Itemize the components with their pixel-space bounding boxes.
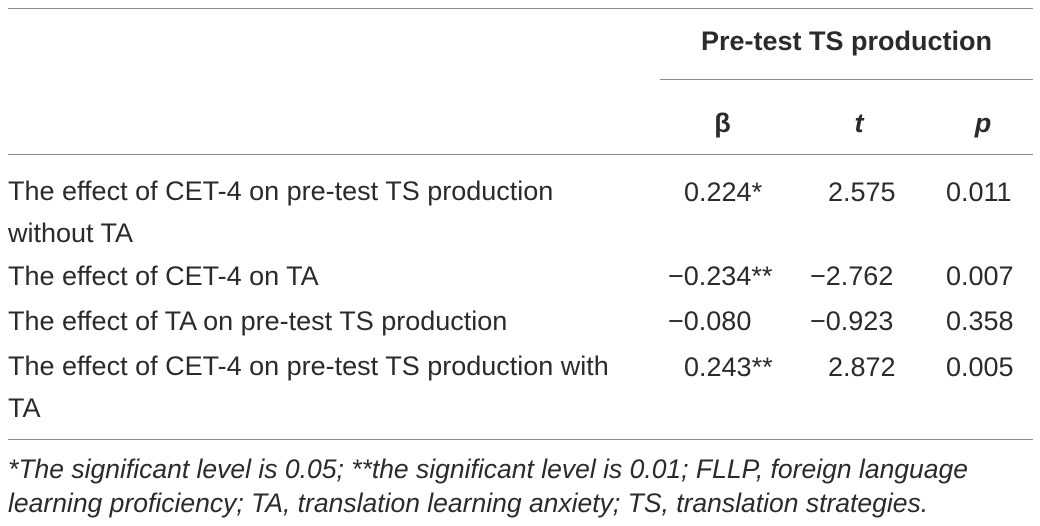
row-t: 2.575 xyxy=(828,177,896,207)
header-bottom-rule xyxy=(8,154,1033,155)
row-beta: −0.080 xyxy=(668,306,752,336)
row-beta: −0.234** xyxy=(668,261,773,291)
row-t: 2.872 xyxy=(828,352,896,382)
row-beta: 0.224* xyxy=(684,177,763,207)
group-header-rule xyxy=(660,79,1033,80)
table-top-rule xyxy=(8,8,1033,9)
column-header-t: t xyxy=(854,108,864,138)
column-header-p: p xyxy=(974,108,992,138)
row-p: 0.011 xyxy=(946,177,1012,207)
row-beta: 0.243** xyxy=(684,352,773,382)
row-label: The effect of CET-4 on pre-test TS produ… xyxy=(8,351,609,423)
column-header-beta: β xyxy=(714,108,731,138)
table-bottom-rule xyxy=(8,439,1033,440)
row-p: 0.007 xyxy=(946,261,1014,291)
row-p: 0.005 xyxy=(946,352,1014,382)
row-t: −0.923 xyxy=(810,306,894,336)
group-header: Pre-test TS production xyxy=(700,26,992,56)
row-label: The effect of CET-4 on TA xyxy=(8,261,319,291)
row-label: The effect of CET-4 on pre-test TS produ… xyxy=(8,176,554,248)
row-label: The effect of TA on pre-test TS producti… xyxy=(8,306,508,336)
row-t: −2.762 xyxy=(810,261,894,291)
table-footnote: *The significant level is 0.05; **the si… xyxy=(8,454,968,518)
row-p: 0.358 xyxy=(946,306,1014,336)
